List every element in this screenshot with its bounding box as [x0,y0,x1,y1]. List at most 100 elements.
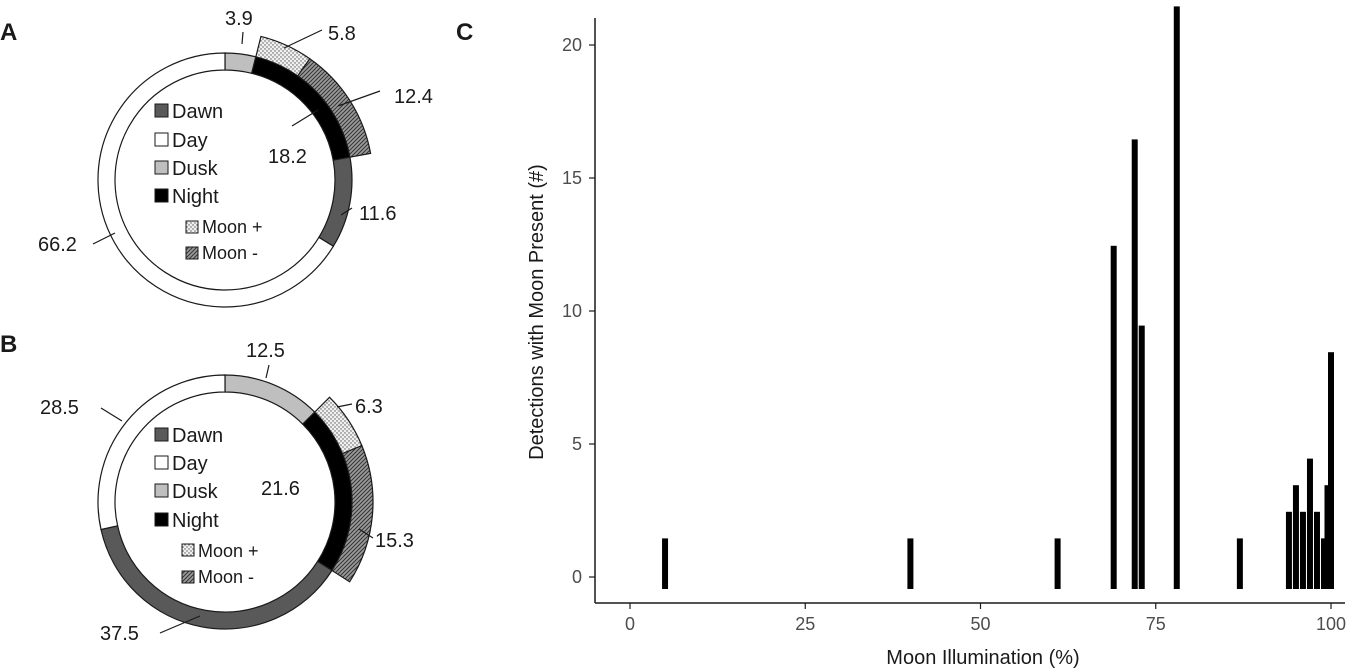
leader-line [337,90,381,107]
y-tick-label: 20 [562,35,582,55]
legend-a-moon-minus-swatch [185,246,199,260]
donut-chart-b: Dawn Day Dusk Night Moon + Moon - 12.5 6… [40,340,414,645]
label-b-moon-plus: 6.3 [355,396,383,418]
legend-a-dawn-label: Dawn [172,101,223,123]
donut-a-value-labels: 3.9 5.8 12.4 18.2 11.6 66.2 [38,8,433,256]
legend-b-moon-minus-swatch [181,570,195,584]
legend-b-day-label: Day [172,453,208,475]
label-b-dusk: 12.5 [246,340,285,362]
bar [1285,511,1292,589]
leader-line [336,403,353,408]
donut-a-slice-dawn [318,156,353,248]
label-b-moon-minus: 15.3 [375,530,414,552]
bar [1306,458,1313,589]
leader-line [340,207,353,216]
x-ticks: 0 25 50 75 100 [625,603,1346,634]
label-a-dawn: 11.6 [359,203,396,225]
legend-b-moon-minus-label: Moon - [198,567,254,587]
x-tick-label: 100 [1316,614,1346,634]
bars [662,6,1334,590]
legend-b-night-label: Night [172,510,219,532]
donut-b-slice-dusk [224,374,316,426]
legend-a-moon-plus-label: Moon + [202,217,263,237]
legend-b-dusk-swatch [154,483,169,498]
bar [1110,245,1117,590]
x-tick-label: 75 [1146,614,1166,634]
bar [662,538,669,589]
bar [907,538,914,589]
donut-b-slice-day [97,374,226,531]
bar [1292,485,1299,589]
legend-b-dusk-label: Dusk [172,481,219,503]
donut-b-value-labels: 12.5 6.3 15.3 21.6 28.5 37.5 [40,340,414,645]
leader-line [241,31,244,45]
bar-chart-c: 0 5 10 15 20 0 25 50 75 100 Moon Illumination (%… [526,6,1346,669]
leader-line [283,29,323,49]
legend-a-night-swatch [154,188,169,203]
legend-b-night-swatch [154,512,169,527]
legend-b-moon-plus-swatch [181,543,195,557]
bar [1131,139,1138,589]
label-a-dusk: 3.9 [225,8,253,30]
bar [1054,538,1061,589]
label-a-moon-minus: 12.4 [394,86,433,108]
leader-line [159,615,201,634]
label-b-dawn: 37.5 [100,623,139,645]
y-tick-label: 10 [562,301,582,321]
donut-a-slice-day [97,52,335,308]
legend-a-day-swatch [154,132,169,147]
legend-a-dawn-swatch [154,103,169,118]
leader-line [92,232,116,245]
x-tick-label: 25 [795,614,815,634]
panel-letter-a: A [0,19,17,46]
legend-a: Dawn Day Dusk Night Moon + Moon - [154,101,263,263]
donut-chart-a: Dawn Day Dusk Night Moon + Moon - 3.9 5.… [38,8,433,308]
legend-b-day-swatch [154,455,169,470]
y-tick-label: 0 [572,567,582,587]
y-tick-label: 5 [572,434,582,454]
label-a-day: 66.2 [38,234,77,256]
leader-line [291,109,319,127]
y-tick-label: 15 [562,168,582,188]
legend-a-night-label: Night [172,186,219,208]
bar [1173,6,1180,589]
donut-b-inner-ring [97,374,353,630]
x-tick-label: 0 [625,614,635,634]
legend-a-day-label: Day [172,130,208,152]
leader-line [100,407,123,422]
label-a-night: 18.2 [268,146,307,168]
bar [1313,511,1320,589]
label-b-day: 28.5 [40,397,79,419]
bar [1236,538,1243,589]
x-tick-label: 50 [970,614,990,634]
panel-letter-c: C [456,19,473,46]
legend-a-moon-plus-swatch [185,220,199,234]
legend-b-moon-plus-label: Moon + [198,541,259,561]
label-a-moon-plus: 5.8 [328,23,356,45]
donut-b-outer-ring [313,396,374,583]
leader-line [358,528,374,539]
y-ticks: 0 5 10 15 20 [562,35,595,587]
donut-a-slice-dusk [224,52,257,75]
label-b-night: 21.6 [261,478,300,500]
x-axis-title: Moon Illumination (%) [886,647,1079,669]
donut-a-inner-ring [97,52,353,308]
panel-letter-b: B [0,331,17,358]
bar [1299,511,1306,589]
bar [1320,538,1327,589]
legend-b-dawn-label: Dawn [172,425,223,447]
legend-a-dusk-label: Dusk [172,158,219,180]
legend-b: Dawn Day Dusk Night Moon + Moon - [154,425,259,587]
donut-a-slice-moon-minus [296,57,372,158]
legend-b-dawn-swatch [154,427,169,442]
bar [1324,485,1331,589]
bar [1138,325,1145,589]
legend-a-dusk-swatch [154,160,169,175]
donut-a-outer-ring [255,35,372,158]
legend-a-moon-minus-label: Moon - [202,243,258,263]
y-axis-title: Detections with Moon Present (#) [526,164,548,460]
bar [1328,352,1334,589]
donut-b-slice-moon-minus [331,444,374,583]
leader-line [265,364,270,379]
